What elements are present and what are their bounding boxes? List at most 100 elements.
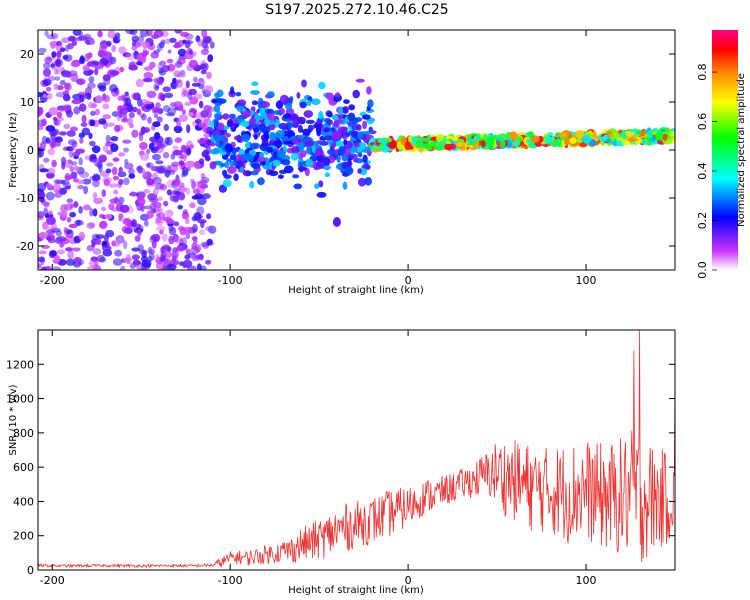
spectrogram-cell [156, 216, 162, 224]
spectrogram-cell [114, 249, 123, 257]
spectrogram-cell [163, 200, 169, 207]
spectrogram-cell [354, 117, 363, 122]
spectrogram-cell [91, 241, 96, 248]
spectrogram-cell [155, 165, 165, 174]
x-tick-label: -200 [40, 274, 65, 287]
spectrogram-cell [155, 160, 164, 165]
spectrogram-cell [264, 108, 275, 114]
spectrogram-cell [205, 259, 212, 265]
spectrogram-cell [97, 30, 103, 38]
spectrogram-cell [325, 92, 334, 101]
spectrogram-cell [60, 204, 68, 213]
x-tick-label: 0 [405, 574, 412, 587]
spectrogram-cell [468, 139, 477, 146]
spectrogram-cell [185, 147, 192, 156]
spectrogram-cell [260, 112, 267, 119]
spectrogram-cell [261, 137, 269, 147]
spectrogram-cell [198, 100, 204, 109]
spectrogram-cell [157, 78, 164, 86]
spectrogram-cell [213, 113, 221, 118]
spectrogram-cell [92, 264, 101, 270]
spectrogram-cell [147, 246, 153, 254]
spectrogram-cell [251, 163, 261, 169]
spectrogram-cell [45, 191, 55, 201]
spectrogram-cell [200, 48, 209, 56]
spectrogram-cell [111, 111, 120, 117]
snr-x-ticks: -200 -100 0 100 [40, 330, 597, 587]
spectrogram-cell [94, 174, 101, 181]
spectrogram-cell [56, 117, 64, 122]
spectrogram-cell [182, 209, 188, 215]
spectrogram-cell [78, 157, 83, 166]
spectrogram-cell [141, 259, 152, 268]
spectrogram-cell [193, 212, 202, 221]
spectrogram-cell [201, 150, 208, 158]
spectrogram-cell [78, 31, 84, 37]
spectrogram-cell [352, 153, 358, 163]
spectrogram-cell [117, 95, 123, 101]
spectrogram-cell [305, 119, 315, 124]
spectrogram-cell [137, 229, 142, 236]
spectrogram-cell [191, 256, 200, 261]
spectrogram-cell [155, 262, 165, 270]
spectrogram-cell [139, 142, 148, 150]
spectrogram-cell [240, 133, 251, 142]
spectrogram-cell [185, 248, 191, 254]
spectrogram-cell [137, 167, 146, 174]
spectrogram-cell [86, 61, 94, 67]
spectrogram-cell [164, 251, 173, 259]
spectrogram-cell [277, 150, 286, 159]
spectrogram-cell [233, 135, 243, 141]
spectrogram-cell [306, 100, 312, 107]
spectrogram-cell [141, 113, 147, 121]
spectrogram-cell [283, 165, 294, 174]
spectrogram-cell [146, 148, 151, 155]
spectrogram-cell [130, 191, 135, 197]
spectrogram-cell [174, 61, 183, 68]
spectrogram-cell [112, 36, 121, 44]
spectrogram-cell [298, 165, 304, 173]
spectrogram-cell [207, 110, 212, 119]
spectrogram-cell [124, 97, 132, 106]
spectrogram-cell [69, 211, 76, 218]
spectrogram-cell [99, 220, 108, 229]
spectrogram-cell [235, 92, 242, 97]
spectrogram-cell [65, 258, 76, 266]
spectrogram-cell [310, 98, 321, 105]
spectrogram-cell [187, 91, 193, 100]
spectrogram-cell [43, 202, 50, 208]
spectrogram-cell [217, 122, 225, 131]
spectrogram-cell [82, 65, 90, 72]
spectrogram-cell [81, 127, 91, 136]
spectrogram-cell [191, 195, 200, 200]
spectrogram-cell [669, 131, 675, 137]
spectrogram-cell [159, 60, 167, 66]
spectrogram-cell [152, 121, 161, 128]
spectrogram-cell [131, 254, 140, 260]
spectrogram-cell [222, 169, 228, 177]
spectrogram-cell [253, 134, 258, 140]
spectrogram-cell [636, 129, 642, 134]
spectrogram-cell [89, 140, 96, 147]
spectrogram-cell [324, 135, 333, 141]
spectrogram-cell [87, 82, 96, 89]
spectrogram-cell [83, 33, 92, 39]
spectrogram-cell [47, 210, 53, 216]
spectrogram-cell [79, 171, 90, 178]
spectrogram-cell [289, 96, 294, 102]
spectrogram-cell [178, 114, 189, 122]
spectrogram-cell [367, 99, 374, 108]
spectrogram-cell [85, 53, 92, 60]
colorbar-tick-label: 0.6 [696, 113, 709, 130]
spectrogram-cell [185, 80, 190, 89]
spectrogram-cell [207, 54, 214, 63]
spectrogram-cell [161, 65, 171, 72]
x-tick-label: -100 [218, 274, 243, 287]
spectrogram-cell [155, 183, 165, 190]
spectrogram-cell [327, 111, 333, 118]
y-tick-label: -10 [16, 192, 34, 205]
spectrogram-cell [605, 138, 612, 144]
spectrogram-cell [184, 254, 191, 260]
y-tick-label: 1200 [6, 358, 34, 371]
